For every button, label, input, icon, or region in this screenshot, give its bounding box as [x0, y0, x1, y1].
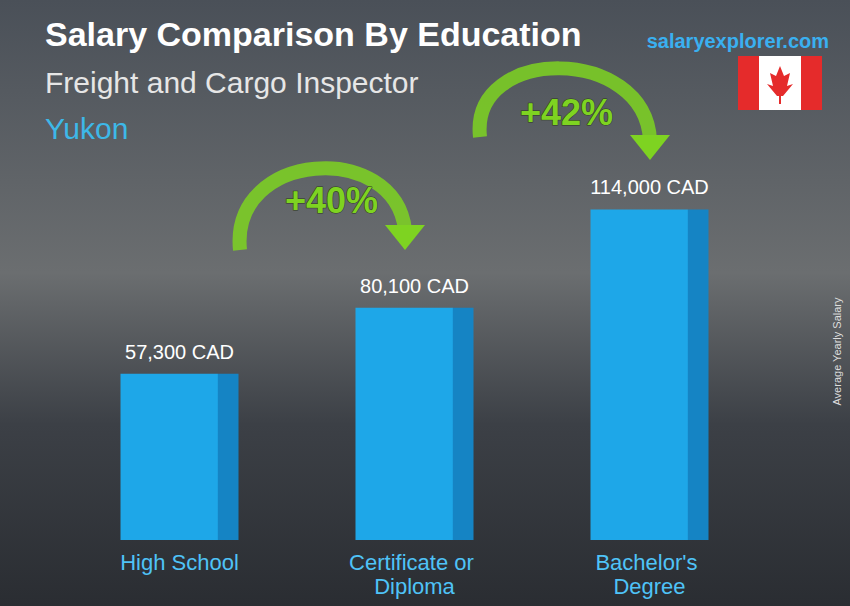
svg-text:Bachelor's: Bachelor's: [595, 550, 703, 575]
svg-text:High School: High School: [120, 550, 239, 575]
svg-text:114,000 CAD: 114,000 CAD: [590, 176, 709, 198]
svg-text:+40%: +40%: [285, 180, 378, 221]
svg-text:Yukon: Yukon: [45, 112, 128, 145]
svg-text:+42%: +42%: [520, 92, 613, 133]
svg-text:salaryexplorer.com: salaryexplorer.com: [647, 30, 829, 52]
svg-text:80,100 CAD: 80,100 CAD: [360, 275, 469, 297]
svg-text:Degree: Degree: [613, 574, 685, 599]
svg-text:Diploma: Diploma: [374, 574, 455, 599]
svg-text:Average Yearly Salary: Average Yearly Salary: [831, 297, 843, 406]
svg-text:Certificate or: Certificate or: [349, 550, 480, 575]
svg-text:Freight and Cargo Inspector: Freight and Cargo Inspector: [45, 66, 419, 99]
svg-text:57,300 CAD: 57,300 CAD: [125, 341, 234, 363]
svg-text:Salary Comparison By Education: Salary Comparison By Education: [45, 15, 582, 53]
